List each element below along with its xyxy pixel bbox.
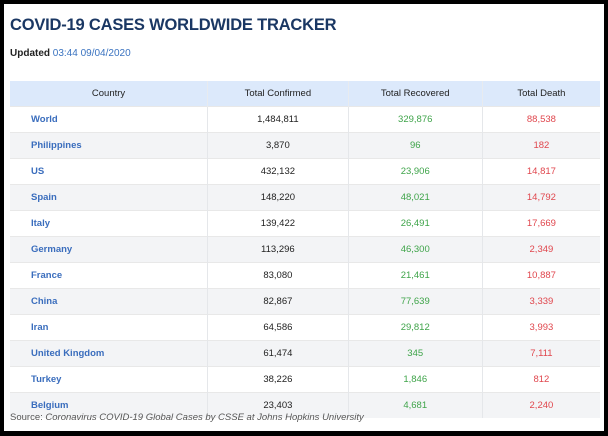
page-title: COVID-19 CASES WORLDWIDE TRACKER [10, 16, 337, 34]
country-link[interactable]: Italy [10, 210, 209, 237]
cell-death: 10,887 [482, 262, 600, 289]
updated-timestamp: 03:44 09/04/2020 [52, 48, 131, 59]
table-row: World 1,484,811 329,876 88,538 [10, 106, 600, 133]
country-link[interactable]: Spain [10, 184, 209, 211]
cell-confirmed: 1,484,811 [207, 106, 349, 133]
table-row: Philippines 3,870 96 182 [10, 132, 600, 159]
header-recovered: Total Recovered [348, 81, 483, 107]
cell-death: 14,817 [482, 158, 600, 185]
table-header-row: Country Total Confirmed Total Recovered … [10, 81, 600, 107]
cell-recovered: 329,876 [348, 106, 483, 133]
country-link[interactable]: US [10, 158, 209, 185]
cell-recovered: 29,812 [348, 314, 483, 341]
country-link[interactable]: Turkey [10, 366, 209, 393]
country-link[interactable]: World [10, 106, 209, 133]
cell-confirmed: 139,422 [207, 210, 349, 237]
cell-recovered: 96 [348, 132, 483, 159]
cell-death: 3,993 [482, 314, 600, 341]
cell-confirmed: 38,226 [207, 366, 349, 393]
updated-info: Updated 03:44 09/04/2020 [10, 48, 131, 59]
cell-death: 7,111 [482, 340, 600, 367]
country-link[interactable]: France [10, 262, 209, 289]
source-text: Coronavirus COVID-19 Global Cases by CSS… [45, 412, 364, 423]
country-link[interactable]: United Kingdom [10, 340, 209, 367]
cell-confirmed: 432,132 [207, 158, 349, 185]
cell-confirmed: 3,870 [207, 132, 349, 159]
cell-recovered: 23,906 [348, 158, 483, 185]
country-link[interactable]: Germany [10, 236, 209, 263]
table-row: Iran 64,586 29,812 3,993 [10, 314, 600, 341]
cell-confirmed: 64,586 [207, 314, 349, 341]
header-death: Total Death [482, 81, 600, 107]
source-note: Source: Coronavirus COVID-19 Global Case… [10, 412, 364, 423]
cell-recovered: 48,021 [348, 184, 483, 211]
cell-confirmed: 83,080 [207, 262, 349, 289]
table-row: Germany 113,296 46,300 2,349 [10, 236, 600, 263]
country-link[interactable]: Belgium [10, 392, 209, 418]
table-row: Italy 139,422 26,491 17,669 [10, 210, 600, 237]
table-row: Turkey 38,226 1,846 812 [10, 366, 600, 393]
cell-confirmed: 82,867 [207, 288, 349, 315]
cell-recovered: 77,639 [348, 288, 483, 315]
table-row: US 432,132 23,906 14,817 [10, 158, 600, 185]
table-row: France 83,080 21,461 10,887 [10, 262, 600, 289]
country-link[interactable]: Philippines [10, 132, 209, 159]
cell-death: 812 [482, 366, 600, 393]
table-row: Belgium 23,403 4,681 2,240 [10, 392, 600, 418]
cell-confirmed: 23,403 [207, 392, 349, 418]
cell-confirmed: 61,474 [207, 340, 349, 367]
cell-death: 88,538 [482, 106, 600, 133]
country-link[interactable]: Iran [10, 314, 209, 341]
table-row: United Kingdom 61,474 345 7,111 [10, 340, 600, 367]
cell-recovered: 1,846 [348, 366, 483, 393]
header-country: Country [10, 81, 209, 107]
cell-death: 14,792 [482, 184, 600, 211]
cell-death: 17,669 [482, 210, 600, 237]
cell-confirmed: 113,296 [207, 236, 349, 263]
table-row: Spain 148,220 48,021 14,792 [10, 184, 600, 211]
cell-recovered: 46,300 [348, 236, 483, 263]
header-confirmed: Total Confirmed [207, 81, 349, 107]
cases-table: Country Total Confirmed Total Recovered … [10, 81, 600, 418]
cell-death: 2,240 [482, 392, 600, 418]
cell-recovered: 4,681 [348, 392, 483, 418]
cell-recovered: 345 [348, 340, 483, 367]
cell-confirmed: 148,220 [207, 184, 349, 211]
cell-recovered: 21,461 [348, 262, 483, 289]
table-row: China 82,867 77,639 3,339 [10, 288, 600, 315]
tracker-card: COVID-19 CASES WORLDWIDE TRACKER Updated… [4, 4, 604, 431]
source-label: Source: [10, 412, 43, 423]
cell-recovered: 26,491 [348, 210, 483, 237]
cell-death: 3,339 [482, 288, 600, 315]
country-link[interactable]: China [10, 288, 209, 315]
cell-death: 2,349 [482, 236, 600, 263]
updated-label: Updated [10, 48, 50, 59]
cell-death: 182 [482, 132, 600, 159]
